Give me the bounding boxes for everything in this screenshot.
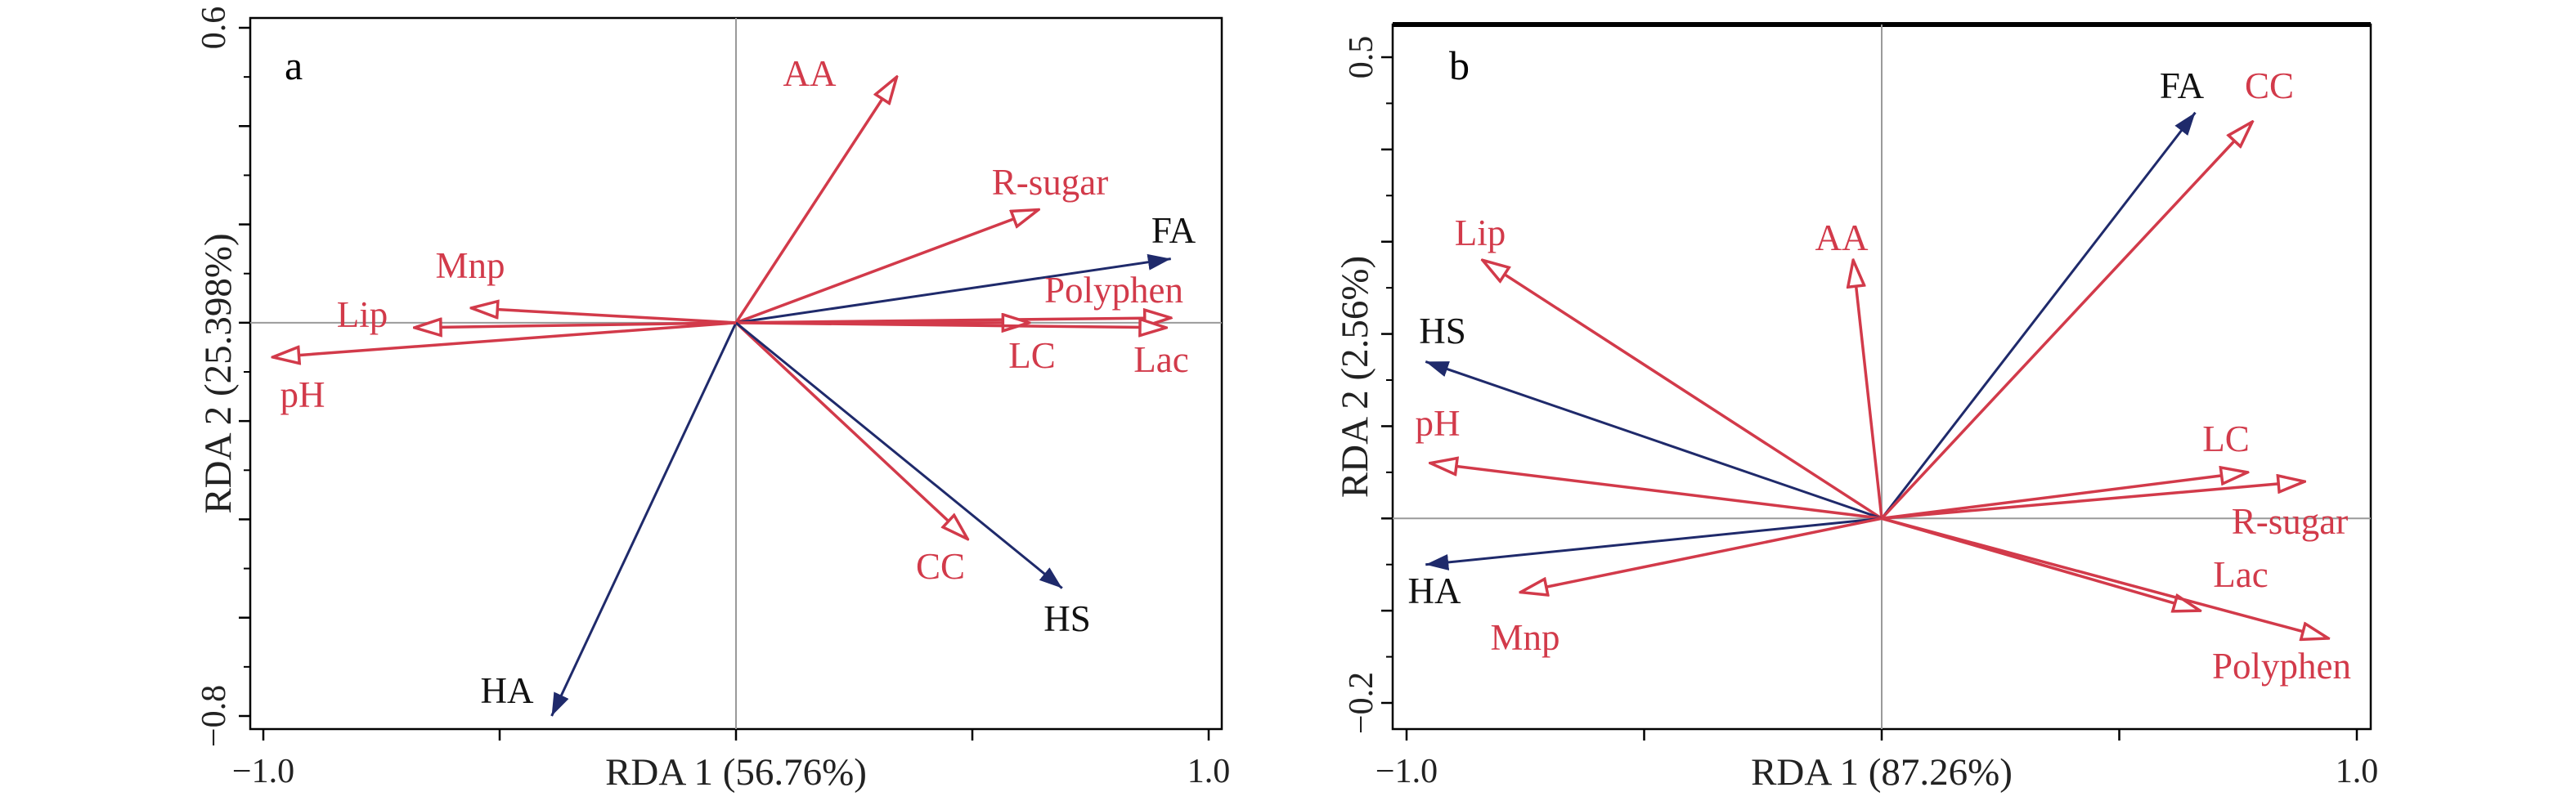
arrow-ha <box>1425 517 1883 571</box>
x-tick-label: −1.0 <box>1376 753 1438 790</box>
x-tick-label: 1.0 <box>1187 753 1231 790</box>
panel-b: −1.0 1.0 −0.2 0.5 RDA 1 (87.26%) RDA 2 (2.56%… <box>1334 22 2379 794</box>
arrow-label-mnp: Mnp <box>1490 617 1560 658</box>
arrow-label-hs: HS <box>1043 598 1091 639</box>
arrow-label-lc: LC <box>1008 335 1056 376</box>
arrow-label-cc: CC <box>916 546 965 587</box>
arrow-ph <box>273 321 737 357</box>
arrow-label-lip: Lip <box>1455 213 1506 253</box>
arrow-label-aa: AA <box>783 53 837 94</box>
arrow-lip <box>1483 260 1883 520</box>
arrow-aa <box>734 77 897 324</box>
arrow-r-sugar <box>1881 481 2304 521</box>
arrow-label-hs: HS <box>1419 311 1466 351</box>
x-axis-title: RDA 1 (87.26%) <box>1751 751 2013 794</box>
arrow-fa <box>735 253 1171 324</box>
y-tick-label: 0.5 <box>1343 36 1380 79</box>
y-tick-label: −0.8 <box>195 685 233 747</box>
arrow-polyphen <box>1881 517 2328 638</box>
arrow-label-lip: Lip <box>337 294 388 335</box>
arrow-label-ha: HA <box>1408 571 1461 611</box>
arrow-label-aa: AA <box>1815 217 1869 258</box>
arrow-ph <box>1430 463 1883 521</box>
panel-label: b <box>1449 43 1470 88</box>
y-tick-label: −0.2 <box>1343 672 1380 734</box>
arrow-label-fa: FA <box>2160 65 2205 106</box>
x-tick-label: −1.0 <box>232 753 294 790</box>
arrow-label-r-sugar: R-sugar <box>2232 501 2348 542</box>
arrow-cc <box>1880 122 2252 520</box>
arrow-label-ha: HA <box>481 670 534 711</box>
y-tick-label: 0.6 <box>195 7 233 50</box>
arrow-r-sugar <box>735 210 1039 324</box>
arrow-label-polyphen: Polyphen <box>1044 270 1183 311</box>
arrow-mnp <box>1520 517 1883 592</box>
y-axis-title: RDA 2 (25.398%) <box>197 233 240 513</box>
arrow-label-ph: pH <box>280 374 325 415</box>
x-axis-title: RDA 1 (56.76%) <box>605 751 867 794</box>
arrow-cc <box>734 321 967 539</box>
arrow-label-mnp: Mnp <box>435 245 505 286</box>
arrow-label-ph: pH <box>1416 403 1461 444</box>
arrow-label-lac: Lac <box>1133 339 1188 380</box>
arrow-label-polyphen: Polyphen <box>2212 646 2351 687</box>
panel-a: −1.0 1.0 −0.8 0.6 RDA 1 (56.76%) RDA 2 (25.39… <box>195 7 1230 794</box>
arrow-ha <box>550 322 738 717</box>
arrow-lip <box>415 323 737 328</box>
arrow-label-cc: CC <box>2245 65 2294 106</box>
arrow-mnp <box>471 308 737 324</box>
arrow-label-r-sugar: R-sugar <box>992 162 1108 203</box>
arrow-lc <box>1881 472 2247 521</box>
arrow-label-lc: LC <box>2202 418 2250 459</box>
arrow-label-fa: FA <box>1151 210 1196 251</box>
arrow-fa <box>1880 111 2197 520</box>
arrow-lac <box>735 323 1166 328</box>
arrow-hs <box>735 321 1063 589</box>
arrow-hs <box>1425 360 1883 520</box>
arrow-label-lac: Lac <box>2213 554 2268 595</box>
arrow-aa <box>1853 260 1883 519</box>
y-axis-title: RDA 2 (2.56%) <box>1334 256 1376 498</box>
panel-label: a <box>285 43 303 88</box>
x-tick-label: 1.0 <box>2336 753 2379 790</box>
